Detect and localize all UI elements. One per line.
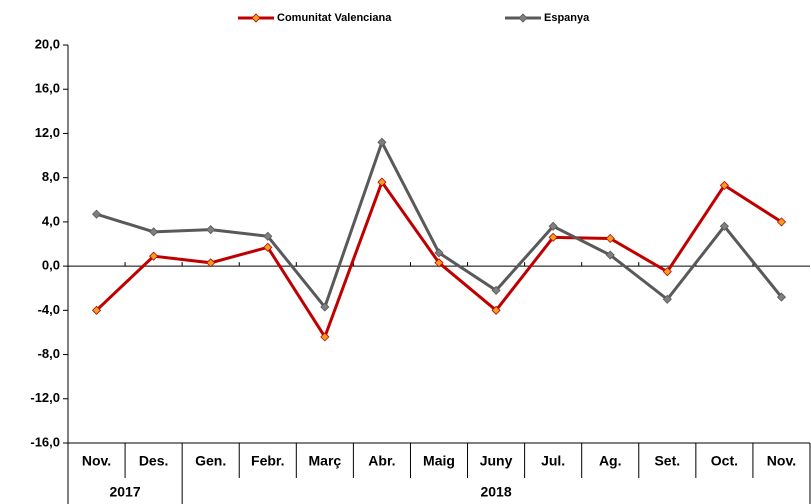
- x-tick-label: Nov.: [767, 453, 796, 469]
- x-tick-label: Febr.: [251, 453, 284, 469]
- data-point: [434, 248, 444, 258]
- data-point: [719, 180, 729, 190]
- data-point: [263, 242, 273, 252]
- data-point: [149, 251, 159, 261]
- data-point: [776, 292, 787, 302]
- data-point: [491, 305, 501, 315]
- data-point: [263, 231, 273, 241]
- y-tick-label: -16,0: [30, 434, 60, 449]
- x-tick-label: Juny: [480, 453, 513, 469]
- y-tick-label: 0,0: [42, 258, 60, 273]
- x-tick-label: Maig: [423, 453, 455, 469]
- data-point: [91, 305, 102, 315]
- data-point: [605, 250, 615, 260]
- data-point: [149, 227, 159, 237]
- y-tick-label: 4,0: [42, 213, 60, 228]
- data-point: [206, 258, 216, 268]
- x-tick-label: Març: [309, 453, 342, 469]
- y-tick-label: 12,0: [35, 125, 60, 140]
- data-point: [719, 221, 729, 231]
- data-point: [662, 294, 672, 304]
- series-line: [96, 138, 783, 311]
- x-tick-label: Set.: [654, 453, 680, 469]
- data-point: [662, 267, 672, 277]
- data-point: [548, 232, 558, 242]
- data-point: [605, 233, 615, 244]
- y-tick-label: 8,0: [42, 169, 60, 184]
- x-tick-label: Gen.: [195, 453, 226, 469]
- y-tick-label: 20,0: [35, 36, 60, 51]
- data-point: [434, 258, 444, 268]
- x-tick-label: Jul.: [541, 453, 565, 469]
- legend-label: Comunitat Valenciana: [277, 12, 392, 24]
- data-point: [548, 221, 558, 231]
- data-point: [776, 217, 787, 227]
- data-point: [377, 137, 387, 147]
- legend-marker: [251, 13, 261, 23]
- y-tick-label: -8,0: [38, 346, 60, 361]
- year-label: 2018: [480, 484, 511, 500]
- data-point: [91, 209, 102, 219]
- data-point: [206, 225, 216, 235]
- data-point: [320, 302, 330, 312]
- legend-label: Espanya: [544, 12, 590, 24]
- y-tick-label: -12,0: [30, 390, 60, 405]
- x-tick-label: Des.: [139, 453, 169, 469]
- data-point: [491, 285, 501, 295]
- y-tick-label: -4,0: [38, 302, 60, 317]
- data-point: [320, 332, 330, 342]
- x-tick-label: Oct.: [711, 453, 738, 469]
- legend-marker: [518, 13, 528, 23]
- x-tick-label: Nov.: [82, 453, 111, 469]
- x-tick-label: Abr.: [368, 453, 395, 469]
- y-tick-label: 16,0: [35, 81, 60, 96]
- year-label: 2017: [109, 484, 140, 500]
- data-point: [377, 177, 387, 187]
- x-tick-label: Ag.: [599, 453, 622, 469]
